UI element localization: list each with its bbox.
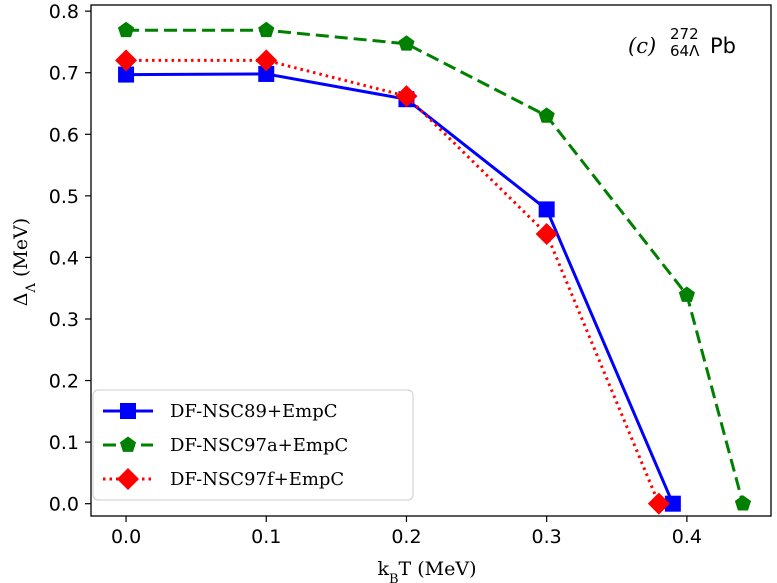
legend: DF-NSC89+EmpC DF-NSC97a+EmpC DF-NSC97f+Emp… — [92, 389, 414, 501]
series-line — [126, 58, 661, 505]
data-point — [734, 495, 752, 511]
legend-label: DF-NSC89+EmpC — [170, 401, 338, 422]
mass-number: 272 — [670, 25, 699, 43]
plot-frame — [90, 4, 772, 517]
y-tick-label: 0.6 — [49, 124, 79, 146]
legend-marker — [117, 468, 139, 490]
data-point — [538, 107, 555, 123]
data-point — [117, 21, 135, 38]
legend-label: DF-NSC97a+EmpC — [170, 435, 348, 456]
data-point — [535, 223, 558, 246]
data-point — [647, 492, 670, 515]
x-tick-label: 0.1 — [251, 526, 281, 548]
panel-annotation: (c) 272 64Λ Pb — [628, 25, 736, 60]
series-layer — [115, 21, 752, 515]
data-point — [258, 65, 275, 82]
panel-label: (c) — [628, 34, 656, 58]
legend-entry: DF-NSC89+EmpC — [103, 401, 338, 422]
data-point — [395, 85, 418, 108]
x-axis-label: kBT (MeV) — [377, 558, 476, 583]
legend-entry: DF-NSC97f+EmpC — [103, 468, 344, 490]
legend-label: DF-NSC97f+EmpC — [170, 469, 344, 490]
y-axis-label: ΔΛ (MeV) — [10, 218, 39, 306]
y-tick-label: 0.0 — [49, 494, 79, 516]
x-tick-label: 0.4 — [672, 526, 702, 548]
y-tick-label: 0.7 — [49, 63, 79, 85]
y-tick-label: 0.5 — [49, 186, 79, 208]
legend-marker — [120, 403, 136, 419]
y-tick-label: 0.3 — [49, 309, 79, 331]
ticks-layer: 0.0 0.1 0.2 0.3 0.4 0.0 0.1 0.2 0.3 0.4 0.5 0.6 0.7 0… — [49, 1, 702, 548]
legend-marker — [119, 436, 137, 452]
series-line — [126, 28, 745, 505]
data-point — [678, 286, 695, 302]
data-point — [538, 201, 555, 218]
series-2 — [117, 21, 752, 511]
data-point — [255, 49, 278, 72]
data-point — [115, 49, 138, 72]
hypernucleus-charge: 64Λ — [670, 42, 700, 60]
y-tick-label: 0.8 — [49, 1, 79, 23]
legend-entry: DF-NSC97a+EmpC — [103, 435, 348, 456]
series-3 — [115, 49, 670, 515]
y-tick-label: 0.4 — [49, 247, 79, 269]
legend-box — [92, 389, 414, 501]
data-point — [118, 66, 135, 83]
x-tick-label: 0.2 — [391, 526, 421, 548]
x-tick-label: 0.3 — [532, 526, 562, 548]
data-point — [258, 21, 275, 38]
y-tick-label: 0.2 — [49, 371, 79, 393]
data-point — [664, 495, 681, 512]
data-point — [398, 35, 415, 51]
x-tick-label: 0.0 — [111, 526, 141, 548]
element-symbol: Pb — [710, 34, 736, 58]
y-tick-label: 0.1 — [49, 432, 79, 454]
